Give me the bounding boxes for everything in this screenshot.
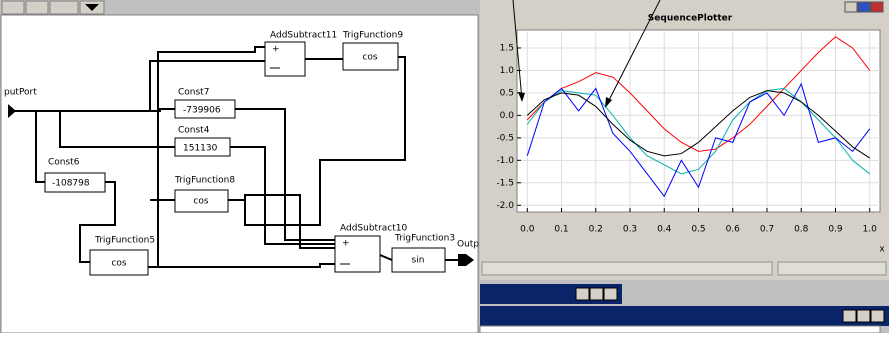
actor-name: TrigFunction8 <box>174 176 235 186</box>
minimize-button[interactable] <box>843 310 856 322</box>
window-button[interactable] <box>871 2 883 12</box>
scrollbar[interactable] <box>778 262 886 275</box>
actor-name: TrigFunction5 <box>94 236 155 246</box>
close-button[interactable] <box>604 288 617 300</box>
output-port-label: Outp <box>457 240 479 250</box>
actor[interactable]: TrigFunction8 cos <box>174 176 235 213</box>
y-tick-label: 0.5 <box>500 88 514 98</box>
page: putPort Outp Const7 -739906 Const4 15113… <box>0 0 889 333</box>
x-tick-label: 0.7 <box>760 225 774 235</box>
x-tick-label: 0.8 <box>794 225 809 235</box>
actor[interactable]: TrigFunction5 cos <box>90 236 155 276</box>
maximize-button[interactable] <box>590 288 603 300</box>
status-field <box>482 262 772 275</box>
input-port-label: putPort <box>4 88 37 98</box>
x-tick-label: 0.2 <box>589 225 603 235</box>
actor-label: + <box>342 239 350 249</box>
actor-name: Const4 <box>178 126 210 136</box>
actor-label: -739906 <box>183 106 221 116</box>
actor-name: TrigFunction3 <box>394 234 455 244</box>
x-tick-label: 0.3 <box>623 225 637 235</box>
actor-label: -108798 <box>52 179 90 189</box>
actor-name: AddSubtract10 <box>340 224 408 234</box>
actor-label: 151130 <box>183 144 218 154</box>
window-body <box>480 326 880 333</box>
x-tick-label: 0.0 <box>520 225 535 235</box>
x-tick-label: 0.1 <box>554 225 568 235</box>
window-button[interactable] <box>845 2 857 12</box>
x-axis-label: x <box>879 245 885 255</box>
actor-name: TrigFunction9 <box>342 31 403 41</box>
window-titlebar <box>480 306 889 326</box>
y-tick-label: -2.0 <box>496 201 514 211</box>
x-tick-label: 0.5 <box>691 225 705 235</box>
tool-button[interactable] <box>26 1 48 14</box>
actor[interactable]: TrigFunction9 cos <box>342 31 403 71</box>
toolbar <box>2 1 104 14</box>
x-tick-label: 0.9 <box>828 225 843 235</box>
y-tick-label: 0.0 <box>500 111 515 121</box>
y-tick-label: -0.5 <box>496 133 514 143</box>
tool-button[interactable] <box>50 1 78 14</box>
x-tick-label: 0.4 <box>657 225 672 235</box>
actor-name: AddSubtract11 <box>270 31 337 41</box>
window-button[interactable] <box>858 2 870 12</box>
screen: putPort Outp Const7 -739906 Const4 15113… <box>0 0 889 333</box>
x-tick-label: 0.6 <box>726 225 741 235</box>
y-tick-label: 1.5 <box>500 43 514 53</box>
actor-label: cos <box>193 197 208 207</box>
actor-label: cos <box>111 259 126 269</box>
tool-button[interactable] <box>2 1 24 14</box>
actor-name: Const7 <box>178 88 209 98</box>
actor-label: + <box>272 45 280 55</box>
minimize-button[interactable] <box>576 288 589 300</box>
actor-label: sin <box>412 256 425 266</box>
y-tick-label: -1.0 <box>496 156 514 166</box>
y-tick-label: 1.0 <box>500 66 515 76</box>
close-button[interactable] <box>871 310 884 322</box>
window-buttons <box>845 2 883 12</box>
x-tick-label: 1.0 <box>863 225 878 235</box>
chart-title: SequencePlotter <box>648 14 733 24</box>
y-tick-label: -1.5 <box>496 178 514 188</box>
maximize-button[interactable] <box>857 310 870 322</box>
actor-box <box>265 42 305 76</box>
actor-name: Const6 <box>48 158 80 168</box>
actor-label: cos <box>362 53 377 63</box>
